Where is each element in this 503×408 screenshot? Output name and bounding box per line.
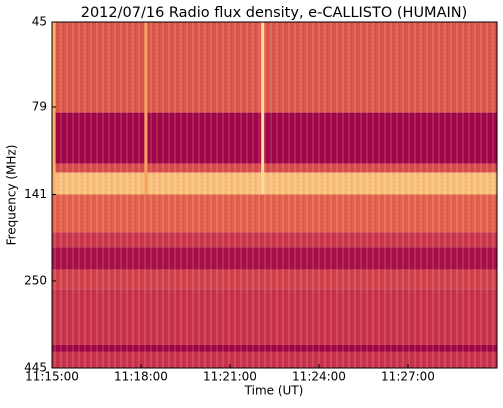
texture <box>52 22 497 368</box>
y-tick-label: 45 <box>32 15 47 29</box>
chart-title: 2012/07/16 Radio flux density, e-CALLIST… <box>81 5 468 21</box>
y-axis-label: Frequency (MHz) <box>5 145 19 246</box>
x-axis-label: Time (UT) <box>244 384 304 398</box>
x-tick-label: 11:15:00 <box>25 370 79 384</box>
x-tick-label: 11:18:00 <box>114 370 168 384</box>
burst <box>144 22 148 195</box>
x-tick-label: 11:21:00 <box>203 370 257 384</box>
x-tick-label: 11:27:00 <box>381 370 435 384</box>
y-tick-label: 250 <box>24 273 47 287</box>
x-tick-label: 11:24:00 <box>292 370 346 384</box>
y-tick-label: 445 <box>24 361 47 375</box>
y-tick-label: 79 <box>32 99 47 113</box>
burst <box>52 22 56 195</box>
burst <box>261 22 265 195</box>
y-tick-label: 141 <box>24 187 47 201</box>
plot-frame <box>51 21 498 369</box>
